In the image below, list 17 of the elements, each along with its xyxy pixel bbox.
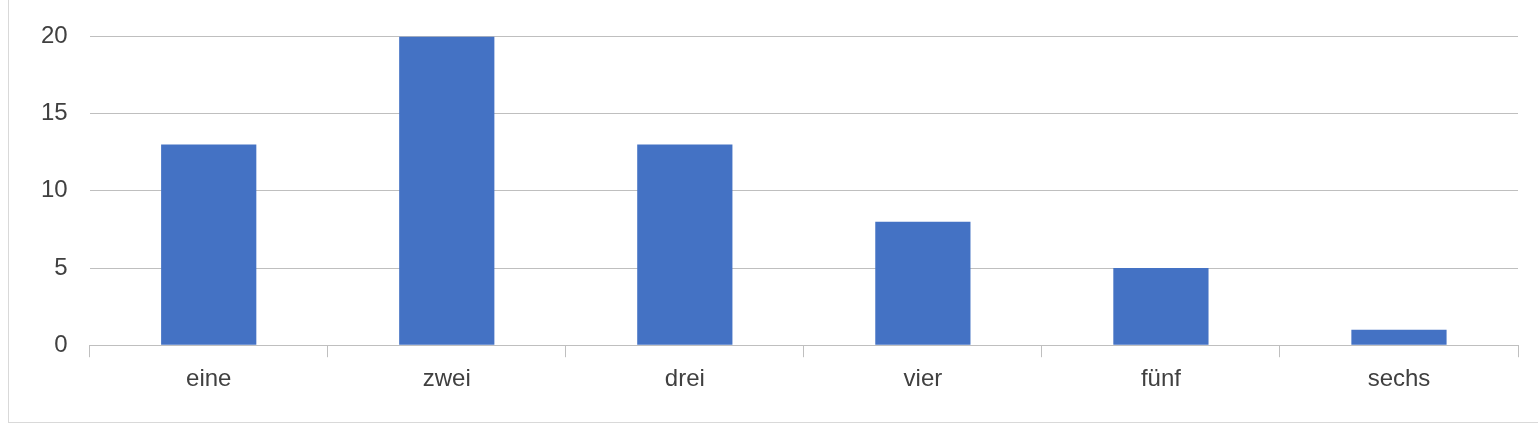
x-tick-label: eine	[186, 364, 232, 392]
x-tick-label: drei	[664, 364, 705, 392]
x-tick-label: sechs	[1367, 364, 1431, 392]
x-tick-label: zwei	[422, 364, 471, 392]
y-tick-label: 10	[40, 175, 68, 203]
y-tick-label: 20	[40, 21, 68, 49]
bar	[875, 221, 971, 345]
y-tick-label: 5	[54, 252, 68, 280]
bar	[399, 36, 495, 345]
bar	[1351, 329, 1447, 345]
x-tick-label: vier	[903, 364, 943, 392]
bar	[1113, 268, 1209, 345]
y-tick-label: 0	[54, 329, 68, 357]
x-tick-label: fünf	[1140, 364, 1182, 392]
y-tick-label: 15	[40, 98, 68, 126]
bar	[637, 144, 733, 345]
bar	[161, 144, 257, 345]
